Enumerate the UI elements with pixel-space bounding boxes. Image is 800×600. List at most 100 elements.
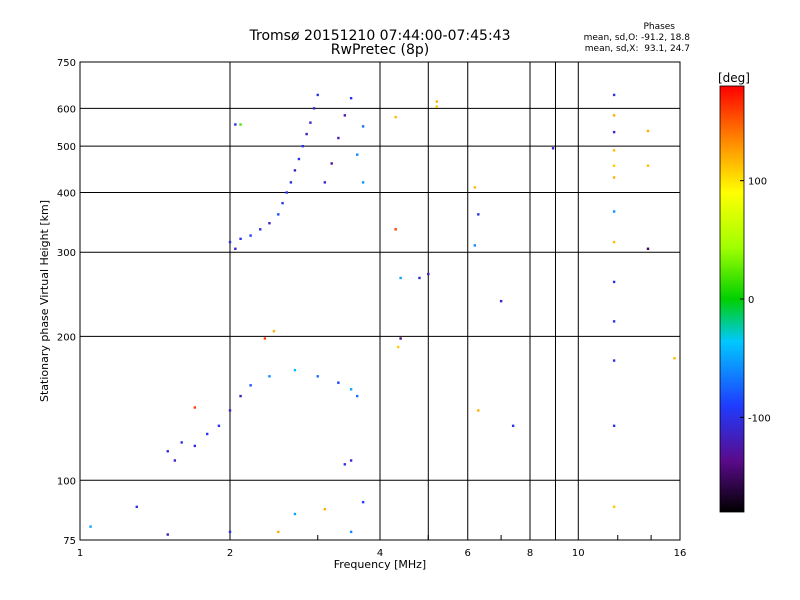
data-point bbox=[612, 164, 616, 167]
data-point bbox=[316, 375, 319, 378]
data-point bbox=[323, 507, 327, 511]
y-tick-label: 400 bbox=[57, 188, 76, 199]
data-point bbox=[268, 222, 271, 225]
data-point bbox=[309, 121, 312, 124]
data-point bbox=[612, 114, 616, 117]
data-point bbox=[396, 345, 400, 349]
data-point bbox=[277, 213, 280, 216]
data-points bbox=[89, 93, 676, 536]
data-point bbox=[612, 93, 616, 97]
data-point bbox=[323, 181, 327, 184]
data-point bbox=[228, 240, 232, 244]
colorbar-ticks: 100 0 -100 bbox=[740, 177, 771, 424]
data-point bbox=[272, 330, 276, 333]
data-point bbox=[361, 181, 365, 184]
data-point bbox=[418, 276, 421, 280]
data-point bbox=[281, 201, 284, 205]
data-point bbox=[277, 530, 280, 534]
data-point bbox=[612, 359, 616, 362]
data-point bbox=[239, 237, 242, 241]
data-point bbox=[394, 228, 397, 231]
data-point bbox=[646, 129, 650, 133]
plot-frame bbox=[79, 61, 681, 541]
data-point bbox=[343, 114, 347, 117]
data-point bbox=[473, 186, 477, 189]
colorbar-tick-label: 0 bbox=[748, 295, 754, 306]
data-point bbox=[337, 136, 340, 140]
data-point bbox=[612, 240, 616, 244]
grid-lines bbox=[80, 62, 680, 540]
data-point bbox=[166, 533, 169, 536]
data-point bbox=[234, 247, 237, 250]
y-tick-label: 500 bbox=[57, 142, 76, 153]
y-tick-label: 750 bbox=[57, 58, 76, 69]
data-point bbox=[268, 375, 271, 378]
data-point bbox=[263, 337, 267, 340]
data-point bbox=[228, 530, 232, 534]
data-point bbox=[435, 105, 438, 108]
data-point bbox=[427, 272, 430, 276]
data-point bbox=[551, 147, 555, 150]
x-tick-label: 8 bbox=[527, 548, 533, 559]
data-point bbox=[612, 505, 616, 509]
data-point bbox=[239, 123, 242, 126]
data-point bbox=[193, 406, 197, 409]
y-tick-label: 75 bbox=[63, 536, 76, 547]
data-point bbox=[193, 444, 197, 448]
data-point bbox=[293, 368, 297, 372]
data-point bbox=[612, 130, 616, 134]
data-point bbox=[646, 247, 650, 250]
y-tick-label: 300 bbox=[57, 248, 76, 259]
x-tick-label: 1 bbox=[77, 548, 83, 559]
phase-stats-x: mean, sd,X: 93.1, 24.7 bbox=[584, 44, 690, 54]
data-point bbox=[301, 144, 305, 148]
colorbar-label: [deg] bbox=[718, 71, 750, 85]
data-point bbox=[499, 299, 503, 303]
data-point bbox=[285, 191, 288, 194]
data-point bbox=[249, 384, 252, 387]
y-axis: 75 100 200 300 400 500 600 750 bbox=[57, 58, 76, 547]
data-point bbox=[612, 424, 616, 428]
data-point bbox=[646, 164, 650, 167]
data-point bbox=[349, 388, 353, 391]
data-point bbox=[477, 409, 480, 412]
y-tick-label: 200 bbox=[57, 332, 76, 343]
colorbar-tick-label: 100 bbox=[748, 177, 767, 188]
phase-stats-o: mean, sd,O: -91.2, 18.8 bbox=[583, 33, 690, 43]
data-point bbox=[166, 450, 169, 453]
colorbar-tick-label: -100 bbox=[748, 413, 771, 424]
data-point bbox=[293, 169, 297, 172]
data-point bbox=[289, 181, 293, 184]
data-point bbox=[399, 337, 402, 340]
data-point bbox=[180, 441, 183, 444]
data-point bbox=[343, 463, 347, 466]
data-point bbox=[259, 228, 262, 231]
chart-subtitle: RwPretec (8p) bbox=[330, 42, 430, 58]
data-point bbox=[330, 162, 333, 165]
data-point bbox=[89, 525, 92, 528]
x-tick-label: 10 bbox=[572, 548, 585, 559]
data-point bbox=[297, 157, 301, 161]
x-axis: 1 2 4 6 8 10 16 bbox=[77, 535, 687, 559]
data-point bbox=[511, 424, 515, 428]
data-point bbox=[477, 213, 480, 216]
data-point bbox=[305, 132, 308, 136]
data-point bbox=[337, 381, 340, 384]
data-point bbox=[228, 409, 232, 412]
data-point bbox=[612, 320, 616, 323]
data-point bbox=[435, 100, 438, 103]
x-tick-label: 6 bbox=[465, 548, 471, 559]
data-point bbox=[135, 505, 138, 509]
data-point bbox=[234, 123, 237, 126]
data-point bbox=[612, 280, 616, 284]
data-point bbox=[349, 459, 353, 462]
data-point bbox=[293, 512, 297, 516]
data-point bbox=[473, 244, 477, 247]
data-point bbox=[312, 107, 316, 110]
x-tick-label: 16 bbox=[674, 548, 687, 559]
y-tick-label: 600 bbox=[57, 104, 76, 115]
data-point bbox=[612, 176, 616, 179]
data-point bbox=[361, 125, 365, 128]
data-point bbox=[361, 500, 365, 504]
data-point bbox=[239, 394, 242, 398]
